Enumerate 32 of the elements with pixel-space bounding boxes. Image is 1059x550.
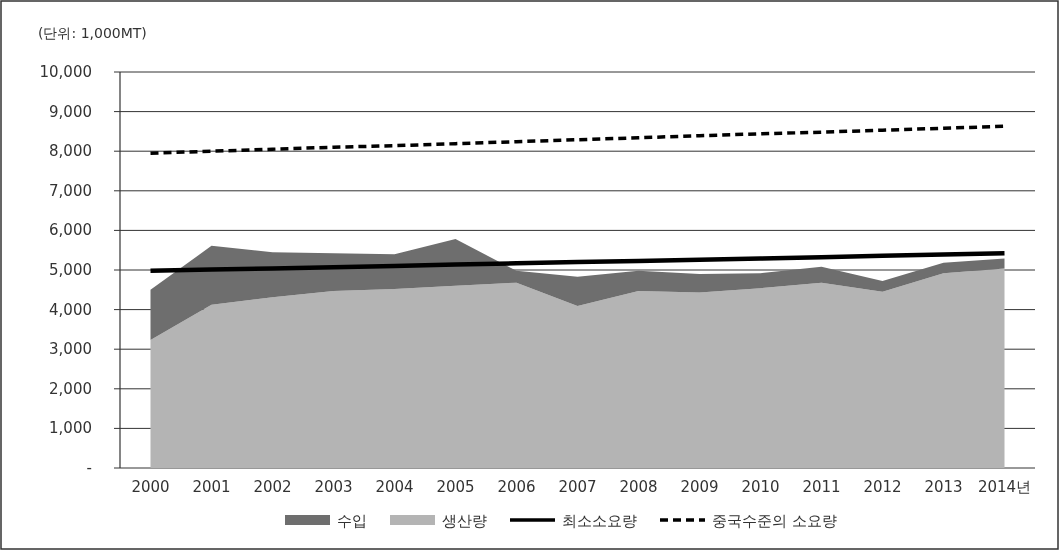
x-tick-label: 2001 bbox=[192, 478, 231, 496]
x-tick-label: 2006 bbox=[497, 478, 536, 496]
y-tick-label: 2,000 bbox=[49, 379, 92, 398]
text: (단위: 1,000MT) bbox=[38, 25, 147, 41]
x-tick-label: 2000 bbox=[131, 478, 170, 496]
legend-label: 수입 bbox=[337, 512, 367, 530]
x-tick-label: 2013 bbox=[924, 478, 963, 496]
x-tick-label: 2005 bbox=[436, 478, 475, 496]
x-tick-label: 2011 bbox=[802, 478, 841, 496]
x-tick-label: 2002 bbox=[253, 478, 292, 496]
y-tick-label: - bbox=[86, 459, 92, 477]
x-tick-label: 2004 bbox=[375, 478, 414, 496]
x-tick-label: 2007 bbox=[558, 478, 597, 496]
y-tick-label: 5,000 bbox=[49, 261, 92, 279]
legend-label: 중국수준의 소요량 bbox=[712, 512, 837, 530]
x-tick-label: 2012 bbox=[863, 478, 902, 496]
y-tick-label: 1,000 bbox=[49, 419, 92, 438]
x-tick-label: 2014년 bbox=[977, 478, 1032, 496]
y-tick-label: 8,000 bbox=[49, 142, 92, 161]
x-tick-label: 2003 bbox=[314, 478, 353, 496]
y-tick-label: 7,000 bbox=[49, 181, 92, 200]
x-tick-label: 2008 bbox=[619, 478, 658, 496]
y-tick-label: 10,000 bbox=[39, 63, 92, 81]
y-tick-label: 6,000 bbox=[49, 221, 92, 240]
legend-label: 생산량 bbox=[442, 512, 487, 530]
y-tick-label: 4,000 bbox=[49, 300, 92, 319]
x-tick-label: 2010 bbox=[741, 478, 780, 496]
y-tick-label: 3,000 bbox=[49, 340, 92, 359]
line-series bbox=[148, 251, 1007, 274]
x-tick-label: 2009 bbox=[680, 478, 719, 496]
y-tick-label: 9,000 bbox=[49, 102, 92, 121]
legend-label: 최소소요량 bbox=[562, 512, 637, 530]
